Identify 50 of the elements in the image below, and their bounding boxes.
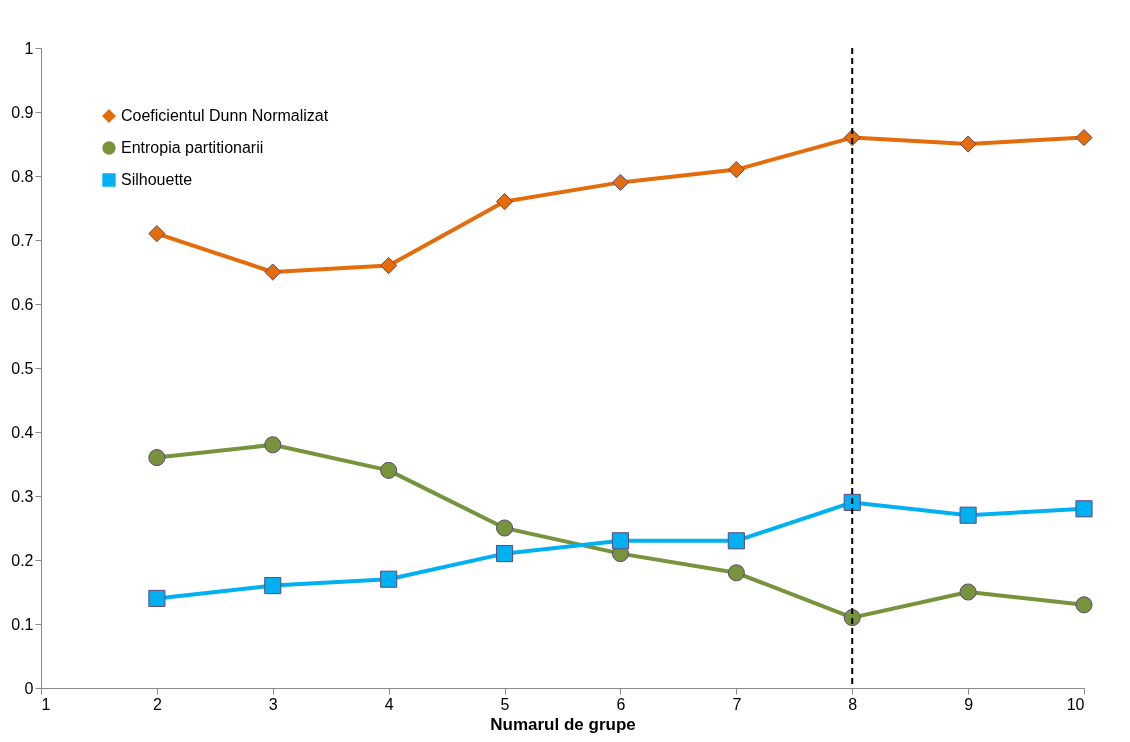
x-tick-label: 10 [1066, 695, 1085, 713]
point [380, 461, 398, 479]
legend-label: Entropia partitionarii [121, 139, 264, 156]
point [148, 589, 166, 607]
x-tick-label: 3 [268, 695, 278, 713]
point [148, 449, 166, 467]
y-tick-label: 0.4 [11, 423, 34, 441]
point [611, 532, 630, 550]
point [727, 532, 745, 550]
point [264, 263, 282, 281]
y-tick-label: 0.6 [11, 295, 34, 313]
point [495, 519, 514, 537]
point [495, 193, 514, 211]
x-tick-label: 8 [848, 695, 858, 713]
y-tick-label: 0.8 [11, 167, 34, 185]
point [959, 135, 977, 153]
x-tick-label: 6 [616, 695, 626, 713]
x-tick-label: 1 [41, 695, 51, 713]
point [380, 570, 398, 588]
point [959, 506, 977, 524]
x-tick-label: 7 [732, 695, 742, 713]
point [148, 225, 166, 243]
x-tick-label: 4 [384, 695, 394, 713]
point [843, 609, 861, 627]
point [1075, 500, 1093, 518]
y-tick-label: 0.7 [11, 231, 34, 249]
legend-label: Coeficientul Dunn Normalizat [121, 107, 329, 124]
y-tick-label: 1 [24, 39, 34, 57]
point [380, 257, 398, 275]
point [495, 545, 514, 563]
point [264, 577, 282, 595]
x-tick-label: 9 [964, 695, 974, 713]
point [1075, 596, 1093, 614]
y-tick-label: 0.3 [11, 487, 34, 505]
point [727, 564, 745, 582]
x-tick-label: 5 [500, 695, 510, 713]
point [611, 173, 630, 191]
y-tick-label: 0.2 [11, 551, 34, 569]
x-tick-label: 2 [152, 695, 162, 713]
point [1075, 129, 1093, 147]
point [959, 583, 977, 601]
y-tick-label: 0.9 [11, 103, 34, 121]
y-tick-label: 0.1 [11, 615, 34, 633]
y-tick-label: 0 [24, 679, 34, 697]
y-tick-label: 0.5 [11, 359, 34, 377]
x-axis-title: Numarul de grupe [490, 714, 636, 734]
legend-label: Silhouette [121, 171, 193, 188]
point [264, 436, 282, 454]
point [843, 493, 861, 511]
point [727, 161, 745, 179]
